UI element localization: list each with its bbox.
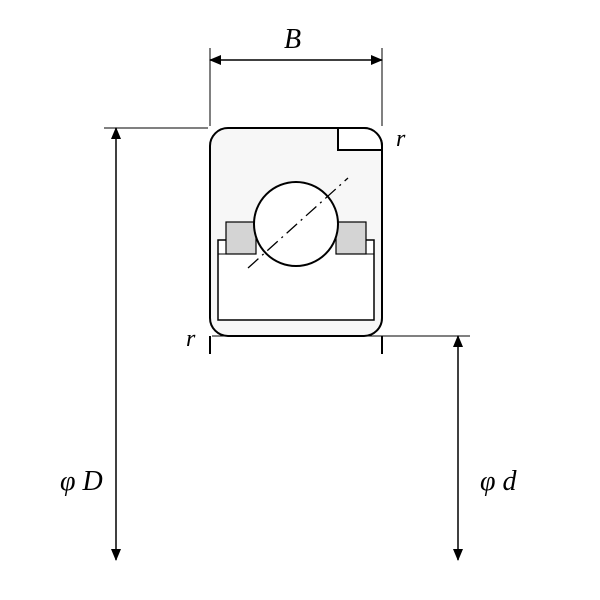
bearing-diagram: B φ D φ d r r (0, 0, 600, 600)
label-r-bottom: r (186, 326, 195, 353)
label-d: φ d (480, 466, 517, 498)
dim-B (210, 48, 382, 126)
label-B: B (284, 24, 301, 56)
diagram-svg (0, 0, 600, 600)
label-r-top: r (396, 126, 405, 153)
label-D: φ D (60, 466, 103, 498)
